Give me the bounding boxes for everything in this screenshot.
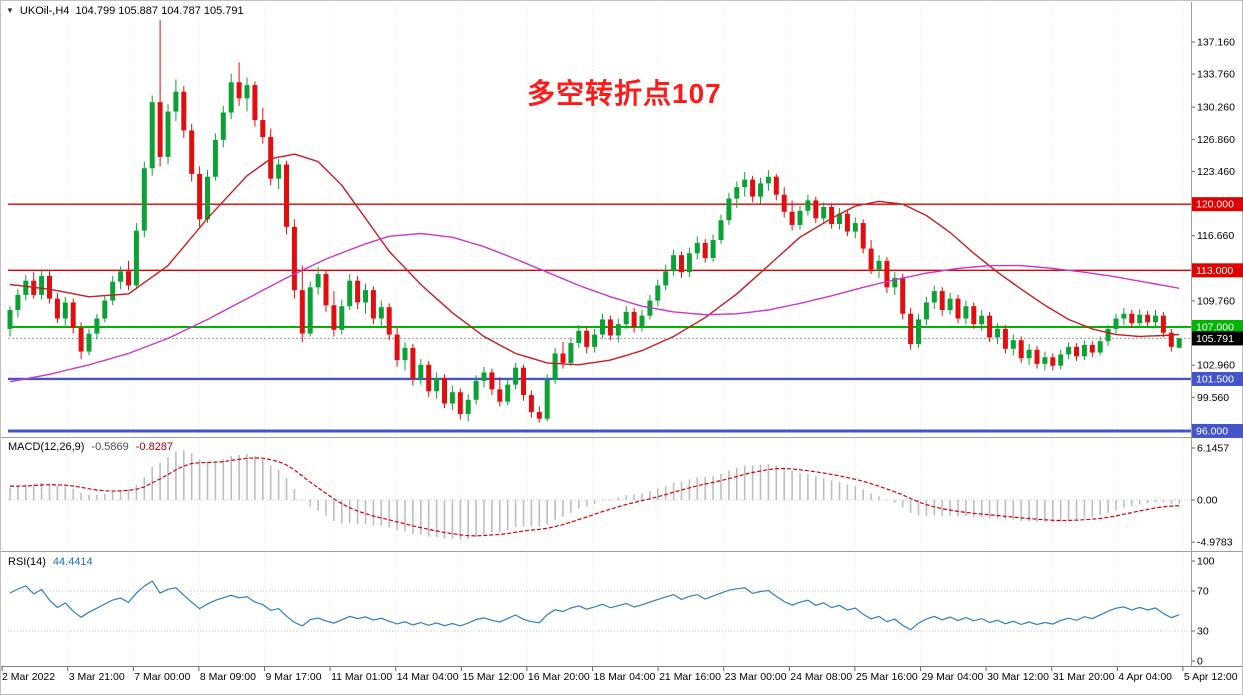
svg-text:14 Mar 04:00: 14 Mar 04:00: [397, 671, 459, 683]
svg-text:109.760: 109.760: [1197, 295, 1235, 307]
macd-histogram: [9, 450, 1180, 540]
svg-text:18 Mar 04:00: 18 Mar 04:00: [594, 671, 656, 683]
price-badge-105.791[interactable]: 105.791: [1192, 331, 1243, 346]
svg-text:25 Mar 16:00: 25 Mar 16:00: [856, 671, 918, 683]
svg-text:126.860: 126.860: [1197, 134, 1235, 146]
svg-text:137.160: 137.160: [1197, 37, 1235, 49]
svg-text:9 Mar 17:00: 9 Mar 17:00: [266, 671, 322, 683]
svg-text:8 Mar 09:00: 8 Mar 09:00: [200, 671, 256, 683]
price-badge-96.000[interactable]: 96.000: [1192, 423, 1243, 438]
svg-text:15 Mar 12:00: 15 Mar 12:00: [462, 671, 524, 683]
svg-text:24 Mar 08:00: 24 Mar 08:00: [790, 671, 852, 683]
svg-text:130.260: 130.260: [1197, 102, 1235, 114]
svg-text:0.00: 0.00: [1197, 495, 1218, 507]
svg-text:16 Mar 20:00: 16 Mar 20:00: [528, 671, 590, 683]
grid-lines: [67, 6, 1184, 665]
time-axis[interactable]: 2 Mar 2022 3 Mar 21:00 7 Mar 00:00 8 Mar 09…: [1, 667, 1238, 683]
svg-text:96.000: 96.000: [1196, 425, 1228, 437]
svg-text:7 Mar 00:00: 7 Mar 00:00: [134, 671, 190, 683]
svg-text:116.660: 116.660: [1197, 230, 1234, 242]
svg-text:4 Apr 04:00: 4 Apr 04:00: [1118, 671, 1172, 683]
candles-layer: [7, 19, 1182, 423]
svg-text:21 Mar 16:00: 21 Mar 16:00: [659, 671, 721, 683]
svg-text:123.460: 123.460: [1197, 166, 1235, 178]
svg-text:102.960: 102.960: [1197, 360, 1235, 372]
rsi-line: [9, 580, 1180, 631]
svg-text:0: 0: [1197, 656, 1203, 668]
svg-text:30: 30: [1197, 626, 1209, 638]
price-badge-101.500[interactable]: 101.500: [1192, 371, 1243, 386]
ma-slow-line: [9, 232, 1180, 383]
price-badge-120.000[interactable]: 120.000: [1192, 197, 1243, 212]
svg-text:70: 70: [1197, 586, 1209, 598]
svg-text:31 Mar 20:00: 31 Mar 20:00: [1053, 671, 1115, 683]
svg-text:107.000: 107.000: [1196, 322, 1234, 334]
ma-fast-line: [9, 153, 1180, 366]
price-badge-113.000[interactable]: 113.000: [1192, 263, 1243, 278]
svg-text:133.760: 133.760: [1197, 69, 1235, 81]
svg-text:-4.9783: -4.9783: [1197, 537, 1233, 549]
svg-text:105.791: 105.791: [1196, 333, 1234, 345]
svg-text:5 Apr 12:00: 5 Apr 12:00: [1184, 671, 1238, 683]
svg-text:30 Mar 12:00: 30 Mar 12:00: [987, 671, 1049, 683]
svg-text:100: 100: [1197, 556, 1215, 568]
svg-text:3 Mar 21:00: 3 Mar 21:00: [69, 671, 125, 683]
svg-text:101.500: 101.500: [1196, 373, 1234, 385]
price-badge-107.000[interactable]: 107.000: [1192, 320, 1243, 335]
svg-text:29 Mar 04:00: 29 Mar 04:00: [922, 671, 984, 683]
svg-text:6.1457: 6.1457: [1197, 443, 1229, 455]
macd-signal-line: [9, 457, 1180, 537]
svg-text:2 Mar 2022: 2 Mar 2022: [2, 671, 55, 683]
svg-text:11 Mar 01:00: 11 Mar 01:00: [331, 671, 392, 683]
svg-text:23 Mar 00:00: 23 Mar 00:00: [725, 671, 787, 683]
svg-text:120.000: 120.000: [1196, 199, 1234, 211]
svg-text:99.560: 99.560: [1197, 392, 1229, 404]
price-axis[interactable]: 137.160 133.760 130.260 126.860 123.460 116.6…: [1191, 37, 1236, 668]
svg-text:113.000: 113.000: [1196, 265, 1233, 277]
